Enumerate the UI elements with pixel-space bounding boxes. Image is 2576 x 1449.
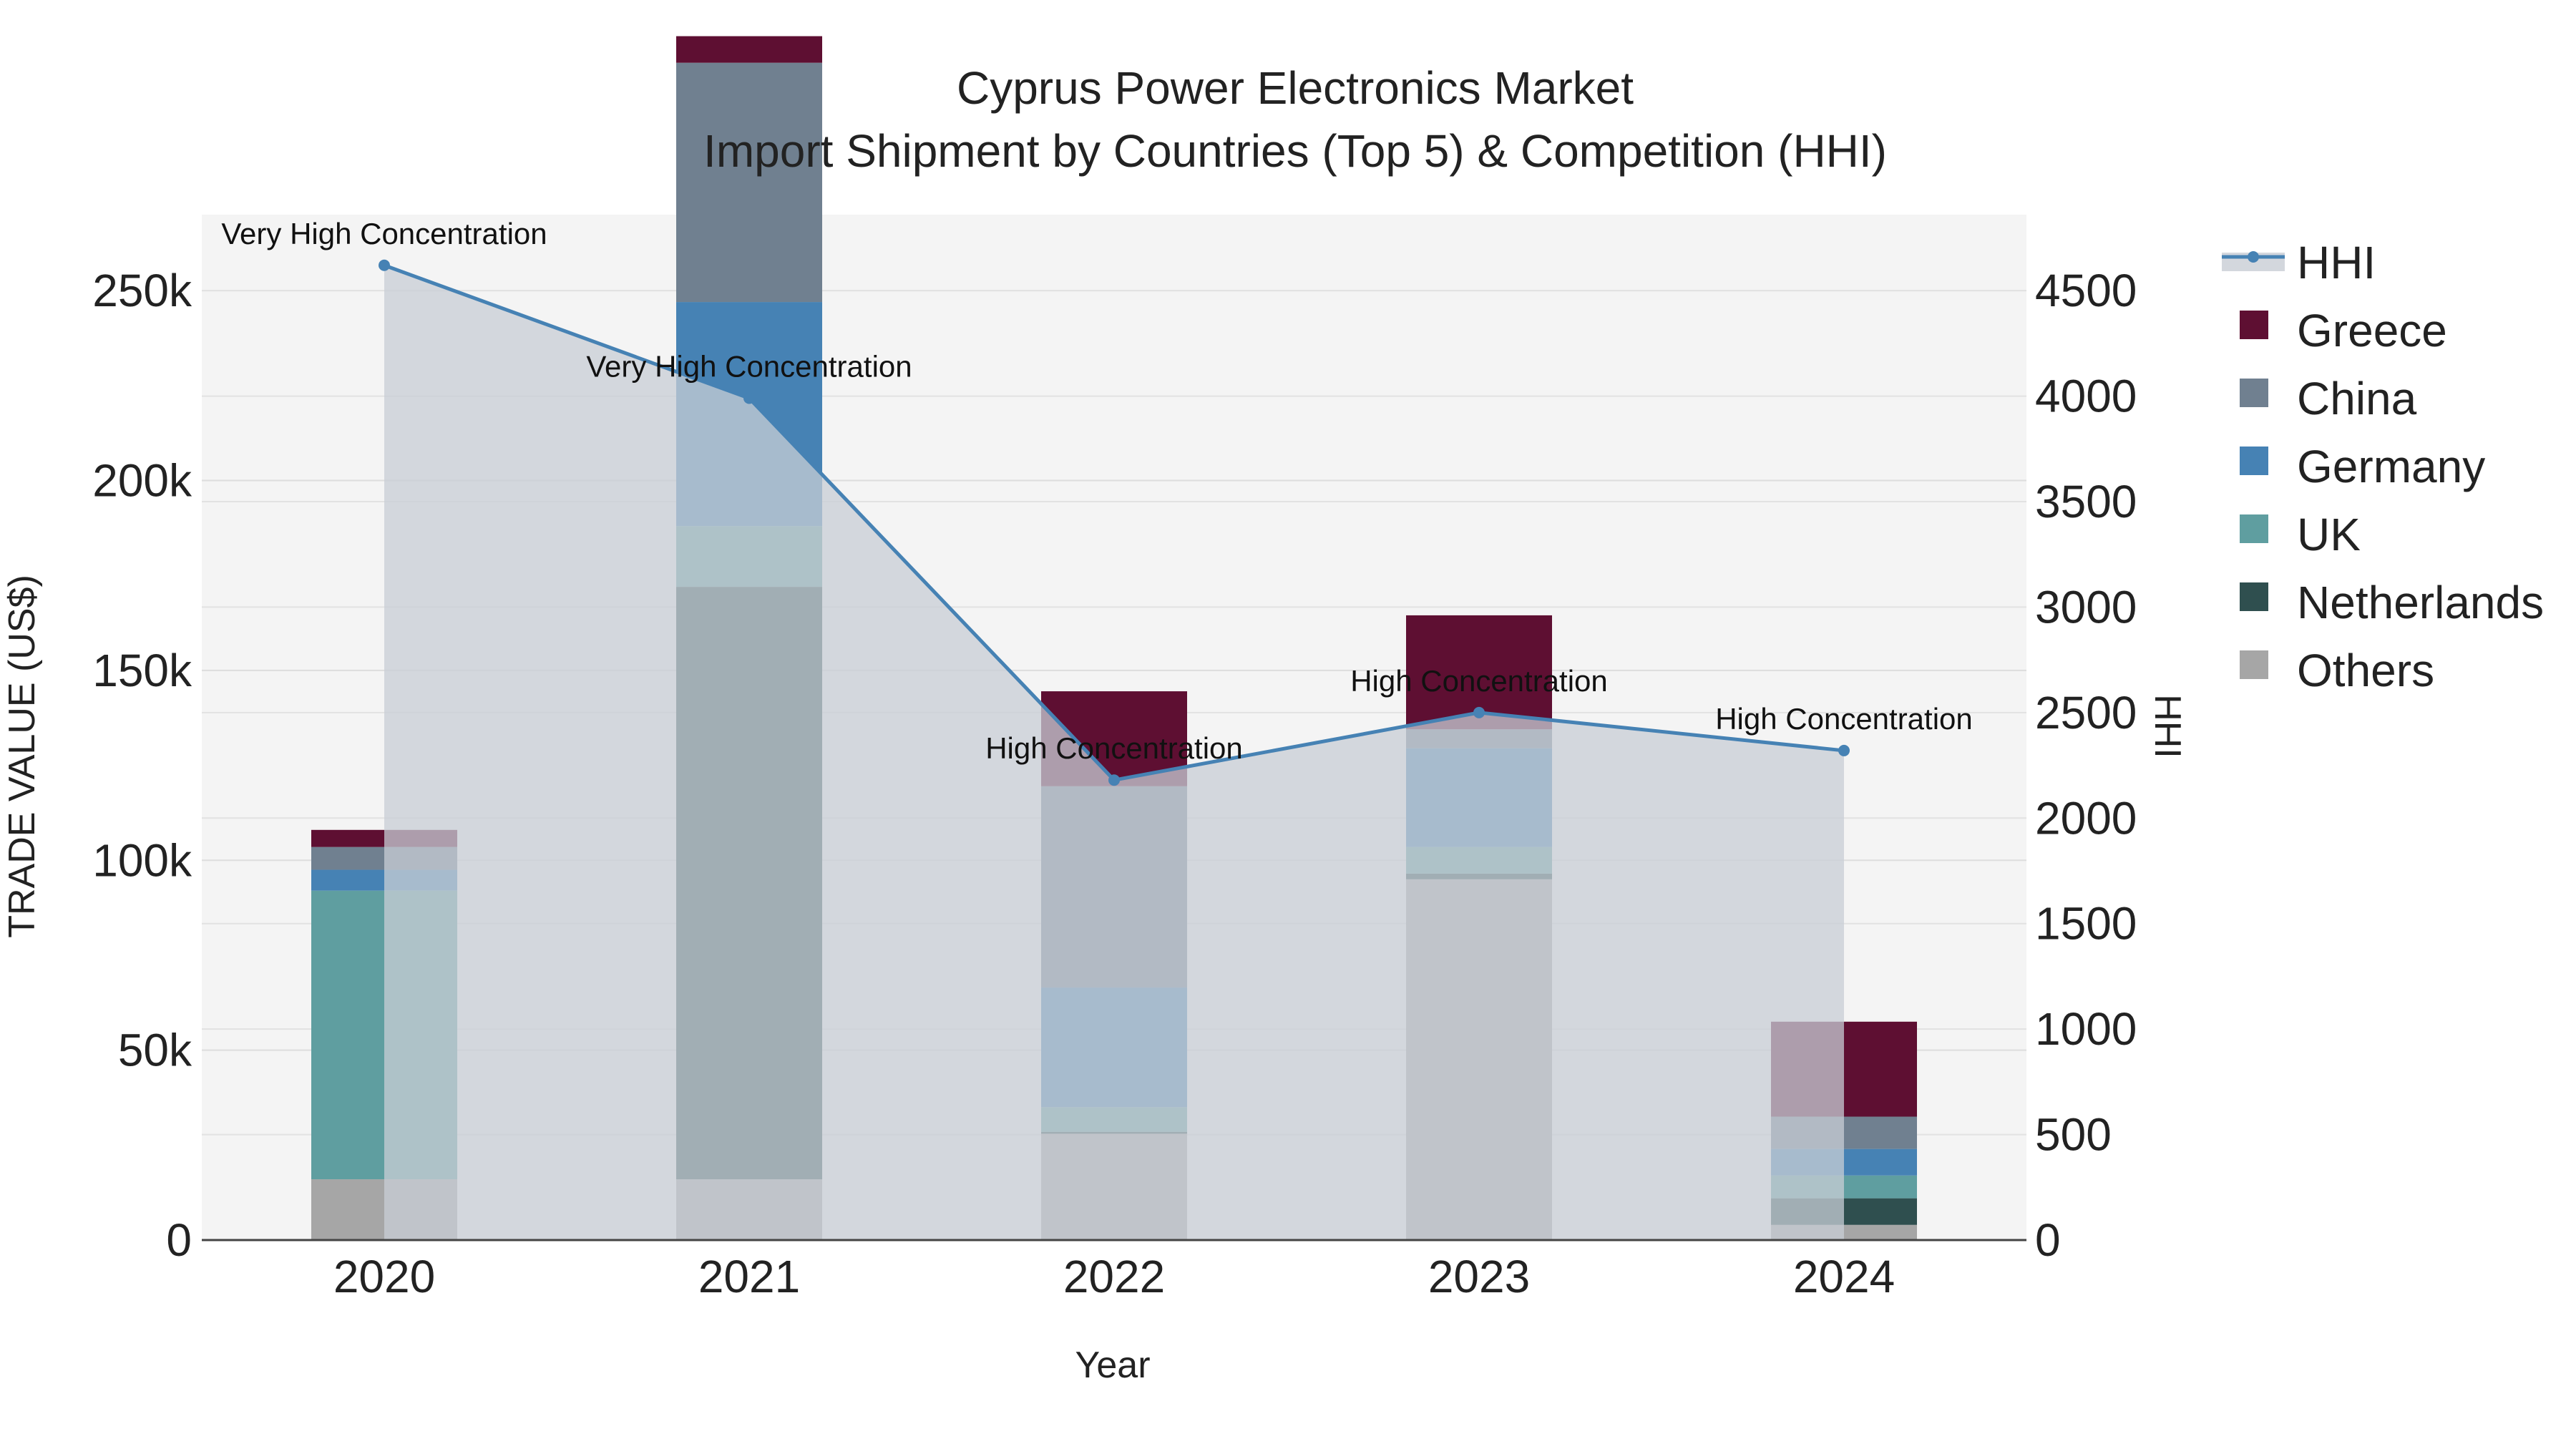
y2-axis-title: HHI — [2147, 694, 2188, 758]
x-axis-ticks: 2020 2021 2022 2023 2024 — [333, 1251, 1895, 1302]
x-tick-label: 2021 — [698, 1251, 800, 1302]
y2-tick-label: 500 — [2035, 1109, 2112, 1161]
y2-tick-label: 2000 — [2035, 792, 2137, 844]
y2-tick-label: 3000 — [2035, 581, 2137, 633]
legend-swatch-hhi-marker[interactable] — [2248, 251, 2259, 263]
chart-subtitle: Import Shipment by Countries (Top 5) & C… — [703, 125, 1887, 177]
x-tick-label: 2024 — [1793, 1251, 1895, 1302]
hhi-point[interactable] — [379, 259, 390, 271]
legend-swatch-others[interactable] — [2240, 650, 2268, 679]
y-tick-label: 100k — [92, 834, 192, 886]
y2-tick-label: 2500 — [2035, 687, 2137, 738]
x-tick-label: 2023 — [1428, 1251, 1530, 1302]
y2-tick-label: 1500 — [2035, 898, 2137, 950]
y2-tick-label: 4500 — [2035, 265, 2137, 316]
legend-label-uk[interactable]: UK — [2297, 509, 2361, 560]
legend-label-hhi[interactable]: HHI — [2297, 237, 2376, 288]
y2-tick-label: 3500 — [2035, 476, 2137, 527]
bar-china[interactable] — [676, 62, 822, 303]
y-tick-label: 50k — [118, 1025, 192, 1076]
y2-tick-label: 4000 — [2035, 371, 2137, 422]
x-tick-label: 2020 — [333, 1251, 435, 1302]
legend-swatch-germany[interactable] — [2240, 447, 2268, 475]
hhi-point[interactable] — [1108, 774, 1120, 786]
legend[interactable]: HHI Greece China Germany UK Netherlands Others — [2222, 237, 2544, 696]
legend-label-china[interactable]: China — [2297, 373, 2417, 424]
y-tick-label: 0 — [166, 1214, 192, 1266]
hhi-annotation: High Concentration — [1350, 664, 1608, 698]
hhi-annotation: High Concentration — [1715, 702, 1973, 736]
x-axis-title: Year — [1075, 1345, 1150, 1386]
y-axis-ticks: 0 50k 100k 150k 200k 250k — [92, 265, 192, 1266]
legend-swatch-greece[interactable] — [2240, 311, 2268, 339]
hhi-point[interactable] — [743, 392, 755, 404]
legend-label-others[interactable]: Others — [2297, 645, 2434, 696]
x-tick-label: 2022 — [1063, 1251, 1165, 1302]
hhi-point[interactable] — [1473, 706, 1485, 718]
legend-swatch-netherlands[interactable] — [2240, 582, 2268, 611]
hhi-annotation: Very High Concentration — [586, 350, 912, 384]
hhi-point[interactable] — [1838, 744, 1850, 756]
y2-tick-label: 0 — [2035, 1214, 2061, 1266]
hhi-annotation: Very High Concentration — [221, 217, 547, 250]
y-tick-label: 250k — [92, 265, 192, 316]
legend-swatch-china[interactable] — [2240, 379, 2268, 407]
hhi-layer — [379, 259, 1850, 1241]
y-axis-title: TRADE VALUE (US$) — [1, 575, 43, 938]
y-tick-label: 200k — [92, 455, 192, 507]
y2-tick-label: 1000 — [2035, 1003, 2137, 1055]
legend-label-greece[interactable]: Greece — [2297, 305, 2447, 356]
bar-greece[interactable] — [676, 36, 822, 63]
legend-label-netherlands[interactable]: Netherlands — [2297, 577, 2544, 628]
y2-axis-ticks: 0 500 1000 1500 2000 2500 3000 3500 4000 4500 — [2035, 265, 2137, 1266]
legend-label-germany[interactable]: Germany — [2297, 441, 2485, 492]
legend-swatch-uk[interactable] — [2240, 514, 2268, 543]
hhi-area — [384, 265, 1844, 1241]
hhi-annotations: Very High Concentration Very High Concent… — [221, 217, 1972, 765]
chart-title: Cyprus Power Electronics Market — [957, 62, 1634, 114]
y-tick-label: 150k — [92, 645, 192, 696]
hhi-annotation: High Concentration — [985, 731, 1243, 765]
